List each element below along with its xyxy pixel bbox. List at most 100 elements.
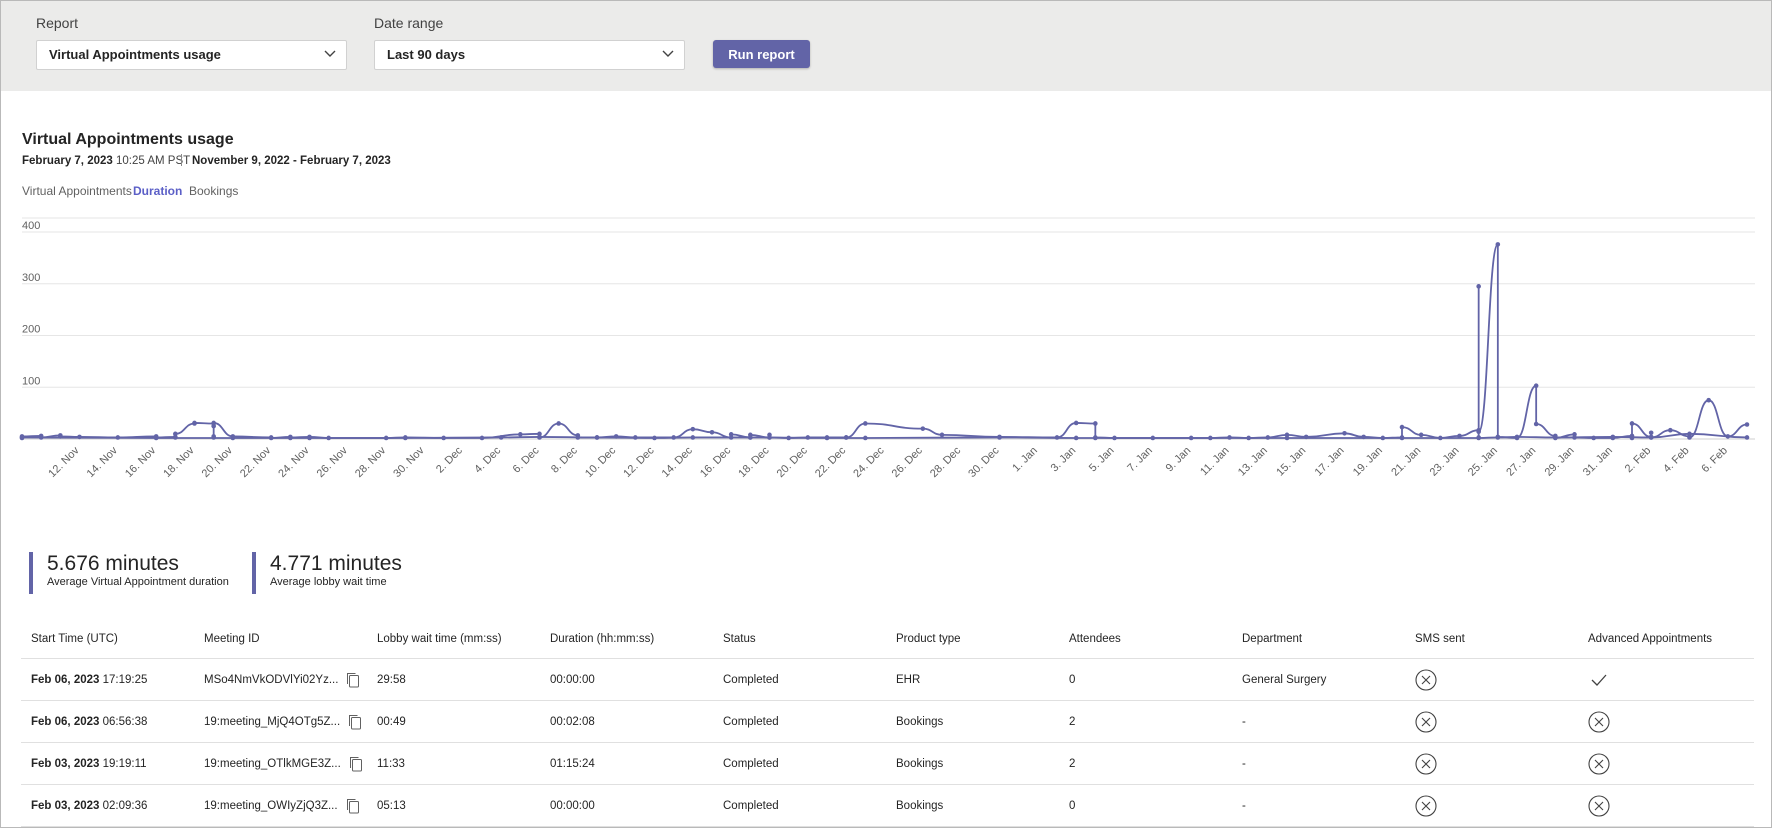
report-select[interactable]: Virtual Appointments usage <box>36 40 347 70</box>
data-point <box>1073 420 1079 426</box>
data-point <box>1476 284 1481 289</box>
lobby-wait-cell: 11:33 <box>367 742 540 785</box>
date-range-select[interactable]: Last 90 days <box>374 40 685 70</box>
product-type-cell: Bookings <box>886 700 1059 743</box>
x-tick-label: 30. Nov <box>391 444 427 480</box>
x-tick-label: 20. Nov <box>200 444 236 480</box>
data-point <box>748 435 753 440</box>
column-header[interactable]: Duration (hh:mm:ss) <box>540 620 713 659</box>
column-header[interactable]: Product type <box>886 620 1059 659</box>
data-point <box>1399 424 1405 430</box>
x-tick-label: 5. Jan <box>1087 445 1117 475</box>
data-point <box>211 420 216 426</box>
data-point <box>1610 434 1616 440</box>
chevron-down-icon <box>324 50 336 57</box>
data-point <box>1399 435 1405 441</box>
x-tick-label: 24. Dec <box>851 444 887 480</box>
x-tick-label: 21. Jan <box>1389 445 1423 479</box>
data-point <box>824 435 830 441</box>
tab-duration[interactable]: Duration <box>133 184 183 198</box>
data-point <box>1457 433 1462 439</box>
x-tick-label: 1. Jan <box>1010 445 1040 475</box>
column-header[interactable]: Start Time (UTC) <box>21 620 194 659</box>
copy-icon[interactable] <box>338 798 360 813</box>
table-row[interactable]: Feb 06, 2023 06:56:38 19:meeting_MjQ4OTg5… <box>21 700 1754 743</box>
data-point <box>1342 431 1347 436</box>
x-tick-label: 29. Jan <box>1543 445 1577 479</box>
x-tick-label: 22. Dec <box>813 444 849 480</box>
status-cell: Completed <box>713 784 886 827</box>
x-tick-label: 23. Jan <box>1428 445 1462 479</box>
data-point <box>1629 421 1635 426</box>
data-point <box>173 431 178 437</box>
data-point <box>403 435 408 441</box>
column-header[interactable]: Department <box>1232 620 1405 659</box>
data-point <box>537 434 542 440</box>
column-header[interactable]: Attendees <box>1059 620 1232 659</box>
advanced-appointments-cell <box>1578 742 1754 785</box>
data-point <box>153 435 159 441</box>
x-tick-label: 28. Nov <box>353 444 389 480</box>
table-row[interactable]: Feb 03, 2023 19:19:11 19:meeting_OTlkMGE3… <box>21 742 1754 785</box>
sms-sent-cell <box>1405 784 1578 827</box>
x-tick-label: 11. Jan <box>1198 445 1231 478</box>
date-range-select-value: Last 90 days <box>387 47 466 62</box>
department-cell: General Surgery <box>1232 658 1405 701</box>
meeting-id-cell: 19:meeting_OWIyZjQ3Z... <box>194 784 367 827</box>
data-point <box>1093 421 1098 426</box>
kpi-average-duration: 5.676 minutes Average Virtual Appointmen… <box>29 552 229 594</box>
data-point <box>939 432 945 438</box>
x-tick-label: 15. Jan <box>1274 445 1308 479</box>
data-point <box>1744 435 1750 440</box>
column-header[interactable]: Status <box>713 620 886 659</box>
data-point <box>1706 397 1711 403</box>
x-tick-label: 19. Jan <box>1351 445 1385 479</box>
y-tick-label: 400 <box>22 220 40 232</box>
copy-icon[interactable] <box>338 672 360 687</box>
x-circle-icon <box>1415 794 1437 817</box>
tab-virtual-appointments[interactable]: Virtual Appointments <box>22 184 132 198</box>
column-header[interactable]: Advanced Appointments <box>1578 620 1754 659</box>
data-point <box>1648 430 1654 436</box>
meeting-id-cell: 19:meeting_OTlkMGE3Z... <box>194 742 367 785</box>
copy-icon[interactable] <box>341 756 363 771</box>
data-point <box>19 435 25 440</box>
lobby-wait-cell: 00:49 <box>367 700 540 743</box>
data-point <box>288 435 293 441</box>
advanced-appointments-cell <box>1578 658 1754 701</box>
copy-icon[interactable] <box>340 714 362 729</box>
column-header[interactable]: Lobby wait time (mm:ss) <box>367 620 540 659</box>
table-row[interactable]: Feb 03, 2023 02:09:36 19:meeting_OWIyZjQ3… <box>21 784 1754 827</box>
tab-bookings[interactable]: Bookings <box>189 184 239 198</box>
report-label: Report <box>36 15 79 31</box>
data-point <box>863 421 868 426</box>
data-point <box>1495 242 1501 247</box>
checkmark-icon <box>1588 674 1608 686</box>
data-point <box>1744 422 1750 427</box>
x-tick-label: 16. Dec <box>698 444 734 480</box>
start-time-cell: Feb 03, 2023 02:09:36 <box>21 784 194 827</box>
duration-cell: 00:02:08 <box>540 700 713 743</box>
x-tick-label: 18. Nov <box>161 444 197 480</box>
run-report-button[interactable]: Run report <box>713 40 810 68</box>
column-header[interactable]: SMS sent <box>1405 620 1578 659</box>
duration-line-chart: 100 200 300 400 12. Nov 14. Nov 16. Nov 18. Nov… <box>19 217 1755 480</box>
y-tick-label: 200 <box>22 324 40 336</box>
x-tick-label: 18. Dec <box>736 444 772 480</box>
table-row[interactable]: Feb 06, 2023 17:19:25 MSo4NmVkODVlYi02Yz.… <box>21 658 1754 701</box>
lobby-wait-cell: 29:58 <box>367 658 540 701</box>
data-point <box>1476 429 1481 435</box>
appointments-table: Start Time (UTC) Meeting ID Lobby wait t… <box>21 620 1754 827</box>
data-point <box>594 435 600 440</box>
lobby-wait-cell: 05:13 <box>367 784 540 827</box>
data-point <box>863 435 868 441</box>
meta-divider <box>181 154 182 166</box>
report-generated-time: 10:25 AM PST <box>115 155 191 167</box>
x-tick-label: 9. Jan <box>1164 445 1194 475</box>
data-point <box>1284 435 1290 441</box>
column-header[interactable]: Meeting ID <box>194 620 367 659</box>
data-point <box>920 426 926 431</box>
x-tick-label: 4. Dec <box>472 444 503 475</box>
product-type-cell: EHR <box>886 658 1059 701</box>
data-point <box>1648 435 1654 440</box>
